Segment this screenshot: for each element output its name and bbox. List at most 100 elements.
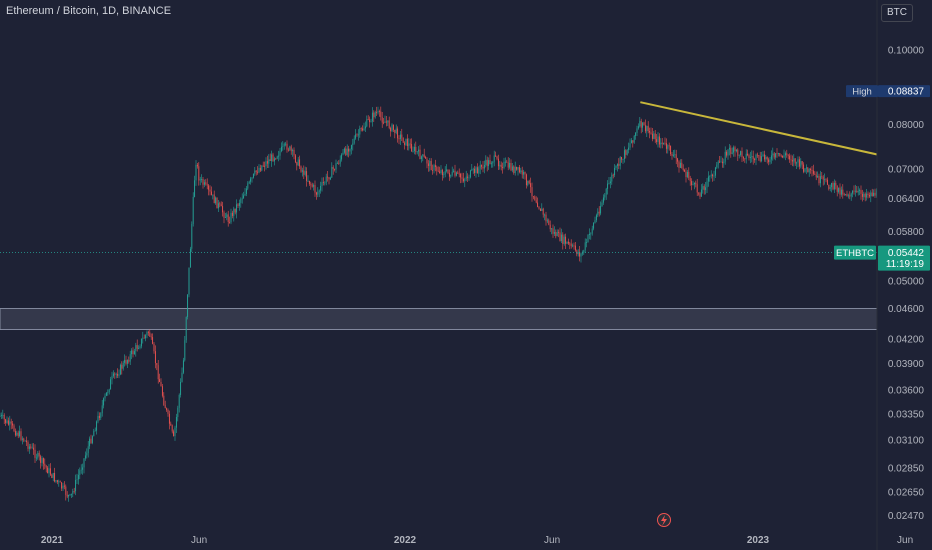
candle-body	[14, 431, 16, 436]
candle-body	[110, 379, 112, 390]
candle-body	[341, 154, 343, 160]
candle-body	[553, 232, 555, 234]
candle-body	[355, 134, 357, 139]
candle-body	[173, 431, 175, 437]
candle-body	[787, 154, 789, 156]
candle-body	[72, 490, 74, 494]
candle-body	[63, 485, 65, 487]
currency-button[interactable]: BTC	[881, 4, 913, 22]
candle-body	[598, 211, 600, 214]
candle-body	[518, 167, 520, 173]
candle-body	[69, 494, 71, 496]
candle-body	[852, 190, 854, 194]
candle-body	[356, 134, 358, 136]
candle-body	[733, 147, 735, 153]
candle-body	[226, 214, 228, 218]
candle-body	[307, 180, 309, 182]
candle-body	[87, 446, 89, 454]
candle-body	[530, 183, 532, 188]
candle-body	[363, 128, 365, 131]
candle-body	[440, 169, 442, 173]
candle-body	[104, 395, 106, 399]
candle-body	[762, 154, 764, 157]
candle-body	[514, 166, 516, 174]
candle-body	[471, 169, 473, 171]
y-tick-label: 0.06400	[888, 194, 925, 205]
candle-body	[320, 185, 322, 191]
candle-body	[504, 161, 506, 163]
candle-body	[289, 146, 291, 150]
candle-body	[139, 346, 141, 348]
current-value-badge	[878, 245, 930, 271]
candle-body	[590, 233, 592, 235]
candle-body	[335, 163, 337, 170]
candle-body	[220, 204, 222, 207]
candle-body	[5, 419, 7, 423]
candle-body	[805, 167, 807, 169]
candle-body	[630, 140, 632, 144]
candle-body	[222, 206, 224, 213]
candle-body	[801, 161, 803, 165]
candle-body	[650, 132, 652, 134]
candle-body	[27, 442, 29, 449]
candle-body	[766, 156, 768, 160]
candle-body	[290, 146, 292, 152]
candle-body	[481, 165, 483, 167]
candle-body	[219, 203, 221, 205]
candle-body	[811, 170, 813, 171]
candle-body	[861, 193, 863, 197]
candle-body	[796, 162, 798, 164]
candle-body	[670, 145, 672, 155]
candle-body	[870, 192, 872, 197]
candle-body	[455, 172, 457, 176]
candle-body	[399, 134, 401, 140]
candle-body	[167, 409, 169, 414]
candle-body	[373, 112, 375, 118]
y-tick-label: 0.04600	[888, 304, 925, 315]
candle-body	[810, 168, 812, 171]
candle-body	[103, 398, 105, 406]
candle-body	[432, 170, 434, 171]
candle-body	[208, 185, 210, 190]
candle-body	[10, 421, 12, 424]
candle-body	[315, 192, 317, 195]
candle-body	[143, 337, 145, 339]
candle-body	[609, 181, 611, 183]
candle-body	[272, 154, 274, 162]
candle-body	[0, 415, 2, 416]
current-value: 0.05442	[888, 248, 925, 259]
candle-body	[705, 187, 707, 191]
candle-body	[777, 153, 779, 154]
candle-body	[97, 415, 99, 422]
candle-body	[369, 119, 371, 122]
candle-body	[618, 164, 620, 166]
candle-body	[90, 438, 92, 444]
candle-body	[336, 163, 338, 164]
candle-body	[437, 170, 439, 172]
candle-body	[817, 175, 819, 178]
candle-body	[45, 465, 47, 468]
candle-body	[118, 374, 120, 376]
candle-body	[374, 112, 376, 118]
candle-body	[422, 154, 424, 157]
high-label-badge	[846, 85, 878, 98]
candle-body	[38, 452, 40, 457]
candle-body	[293, 149, 295, 156]
candle-body	[234, 208, 236, 213]
candle-body	[691, 181, 693, 185]
candle-body	[723, 161, 725, 164]
candle-body	[126, 360, 128, 364]
candle-body	[754, 158, 756, 161]
candle-body	[321, 182, 323, 186]
candle-body	[829, 187, 831, 189]
candle-body	[108, 389, 110, 393]
candle-body	[398, 138, 400, 140]
candle-body	[251, 177, 253, 179]
candle-body	[570, 243, 572, 247]
candle-body	[656, 139, 658, 142]
candle-body	[542, 208, 544, 215]
candle-body	[807, 167, 809, 173]
candle-body	[846, 194, 848, 197]
candle-body	[280, 146, 282, 152]
